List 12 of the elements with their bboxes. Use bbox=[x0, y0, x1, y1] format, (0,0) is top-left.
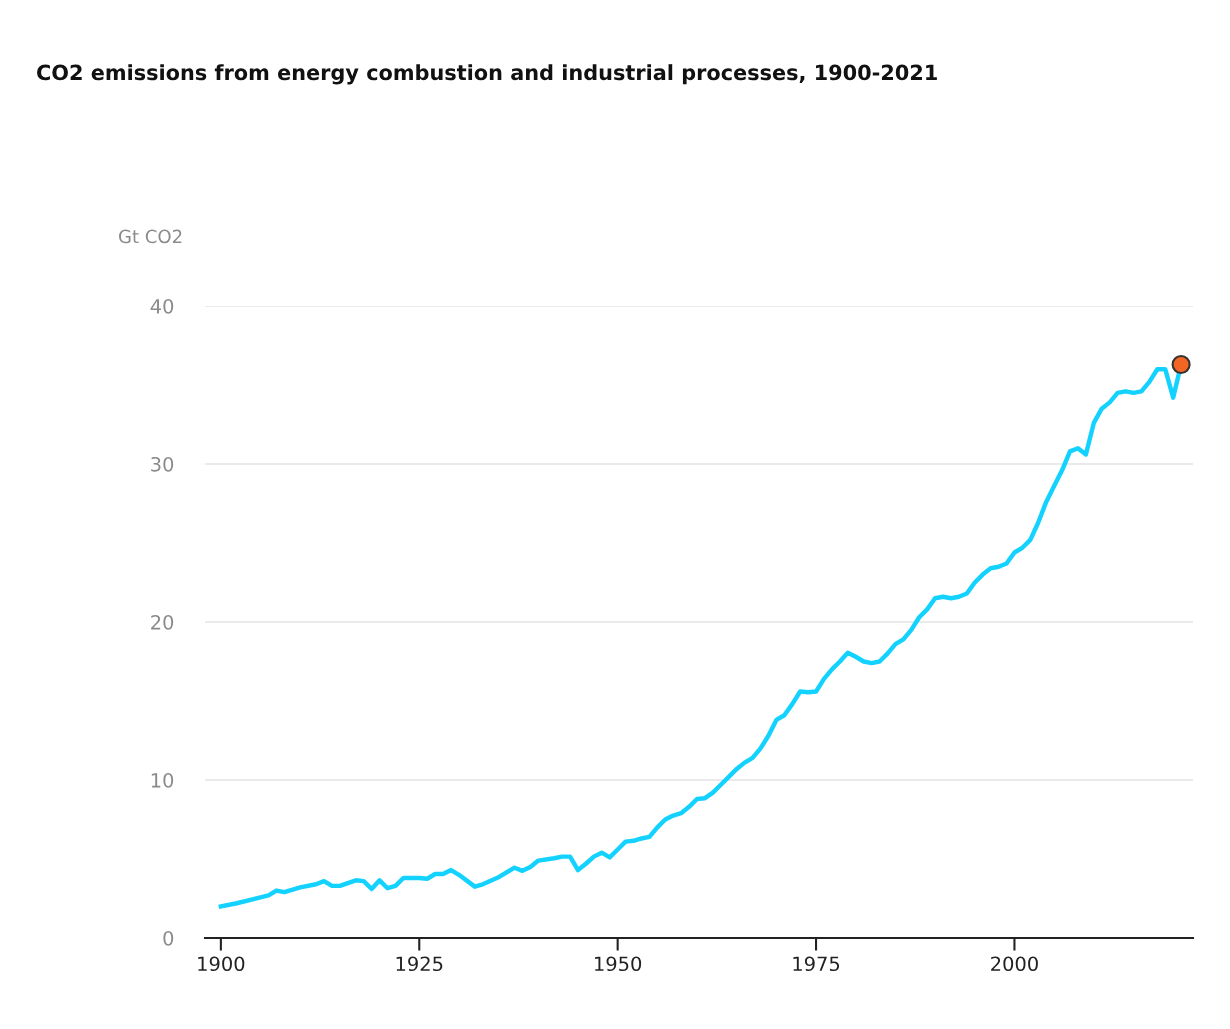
x-tick-label: 2000 bbox=[991, 956, 1038, 972]
y-tick-label: 10 bbox=[151, 772, 174, 788]
y-tick-label: 20 bbox=[151, 614, 174, 630]
x-tick-label: 1900 bbox=[198, 956, 245, 972]
x-tick-label: 1950 bbox=[595, 956, 642, 972]
y-tick-label: 0 bbox=[163, 930, 174, 946]
y-axis-title: Gt CO2 bbox=[119, 229, 182, 244]
chart-title: CO2 emissions from energy combustion and industrial processes, 1900-2021 bbox=[37, 64, 937, 85]
y-tick-label: 30 bbox=[151, 456, 174, 472]
x-tick-label: 1975 bbox=[793, 956, 840, 972]
x-tick-label: 1925 bbox=[396, 956, 443, 972]
y-tick-label: 40 bbox=[150, 298, 174, 314]
